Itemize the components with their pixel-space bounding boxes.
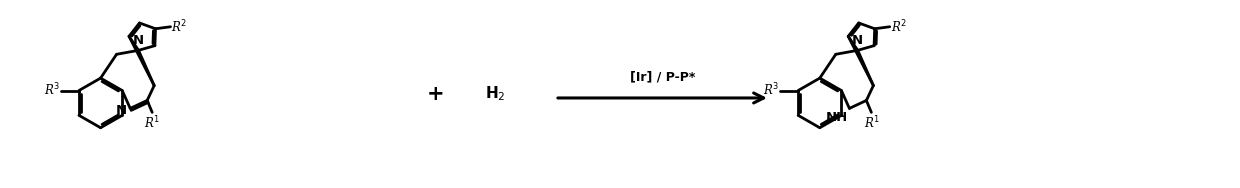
Text: [Ir] / P-P*: [Ir] / P-P* <box>630 70 696 83</box>
Text: N: N <box>852 34 863 47</box>
Text: NH: NH <box>826 111 848 124</box>
Text: R$^3$: R$^3$ <box>45 82 60 98</box>
Text: R$^1$: R$^1$ <box>863 114 879 131</box>
Text: R$^2$: R$^2$ <box>890 18 906 35</box>
Text: N: N <box>117 104 128 117</box>
Text: R$^2$: R$^2$ <box>171 18 187 35</box>
Text: R$^1$: R$^1$ <box>144 114 160 131</box>
Text: R$^3$: R$^3$ <box>764 82 779 98</box>
Text: H$_2$: H$_2$ <box>485 85 506 103</box>
Text: +: + <box>427 84 444 104</box>
Text: N: N <box>133 34 144 47</box>
